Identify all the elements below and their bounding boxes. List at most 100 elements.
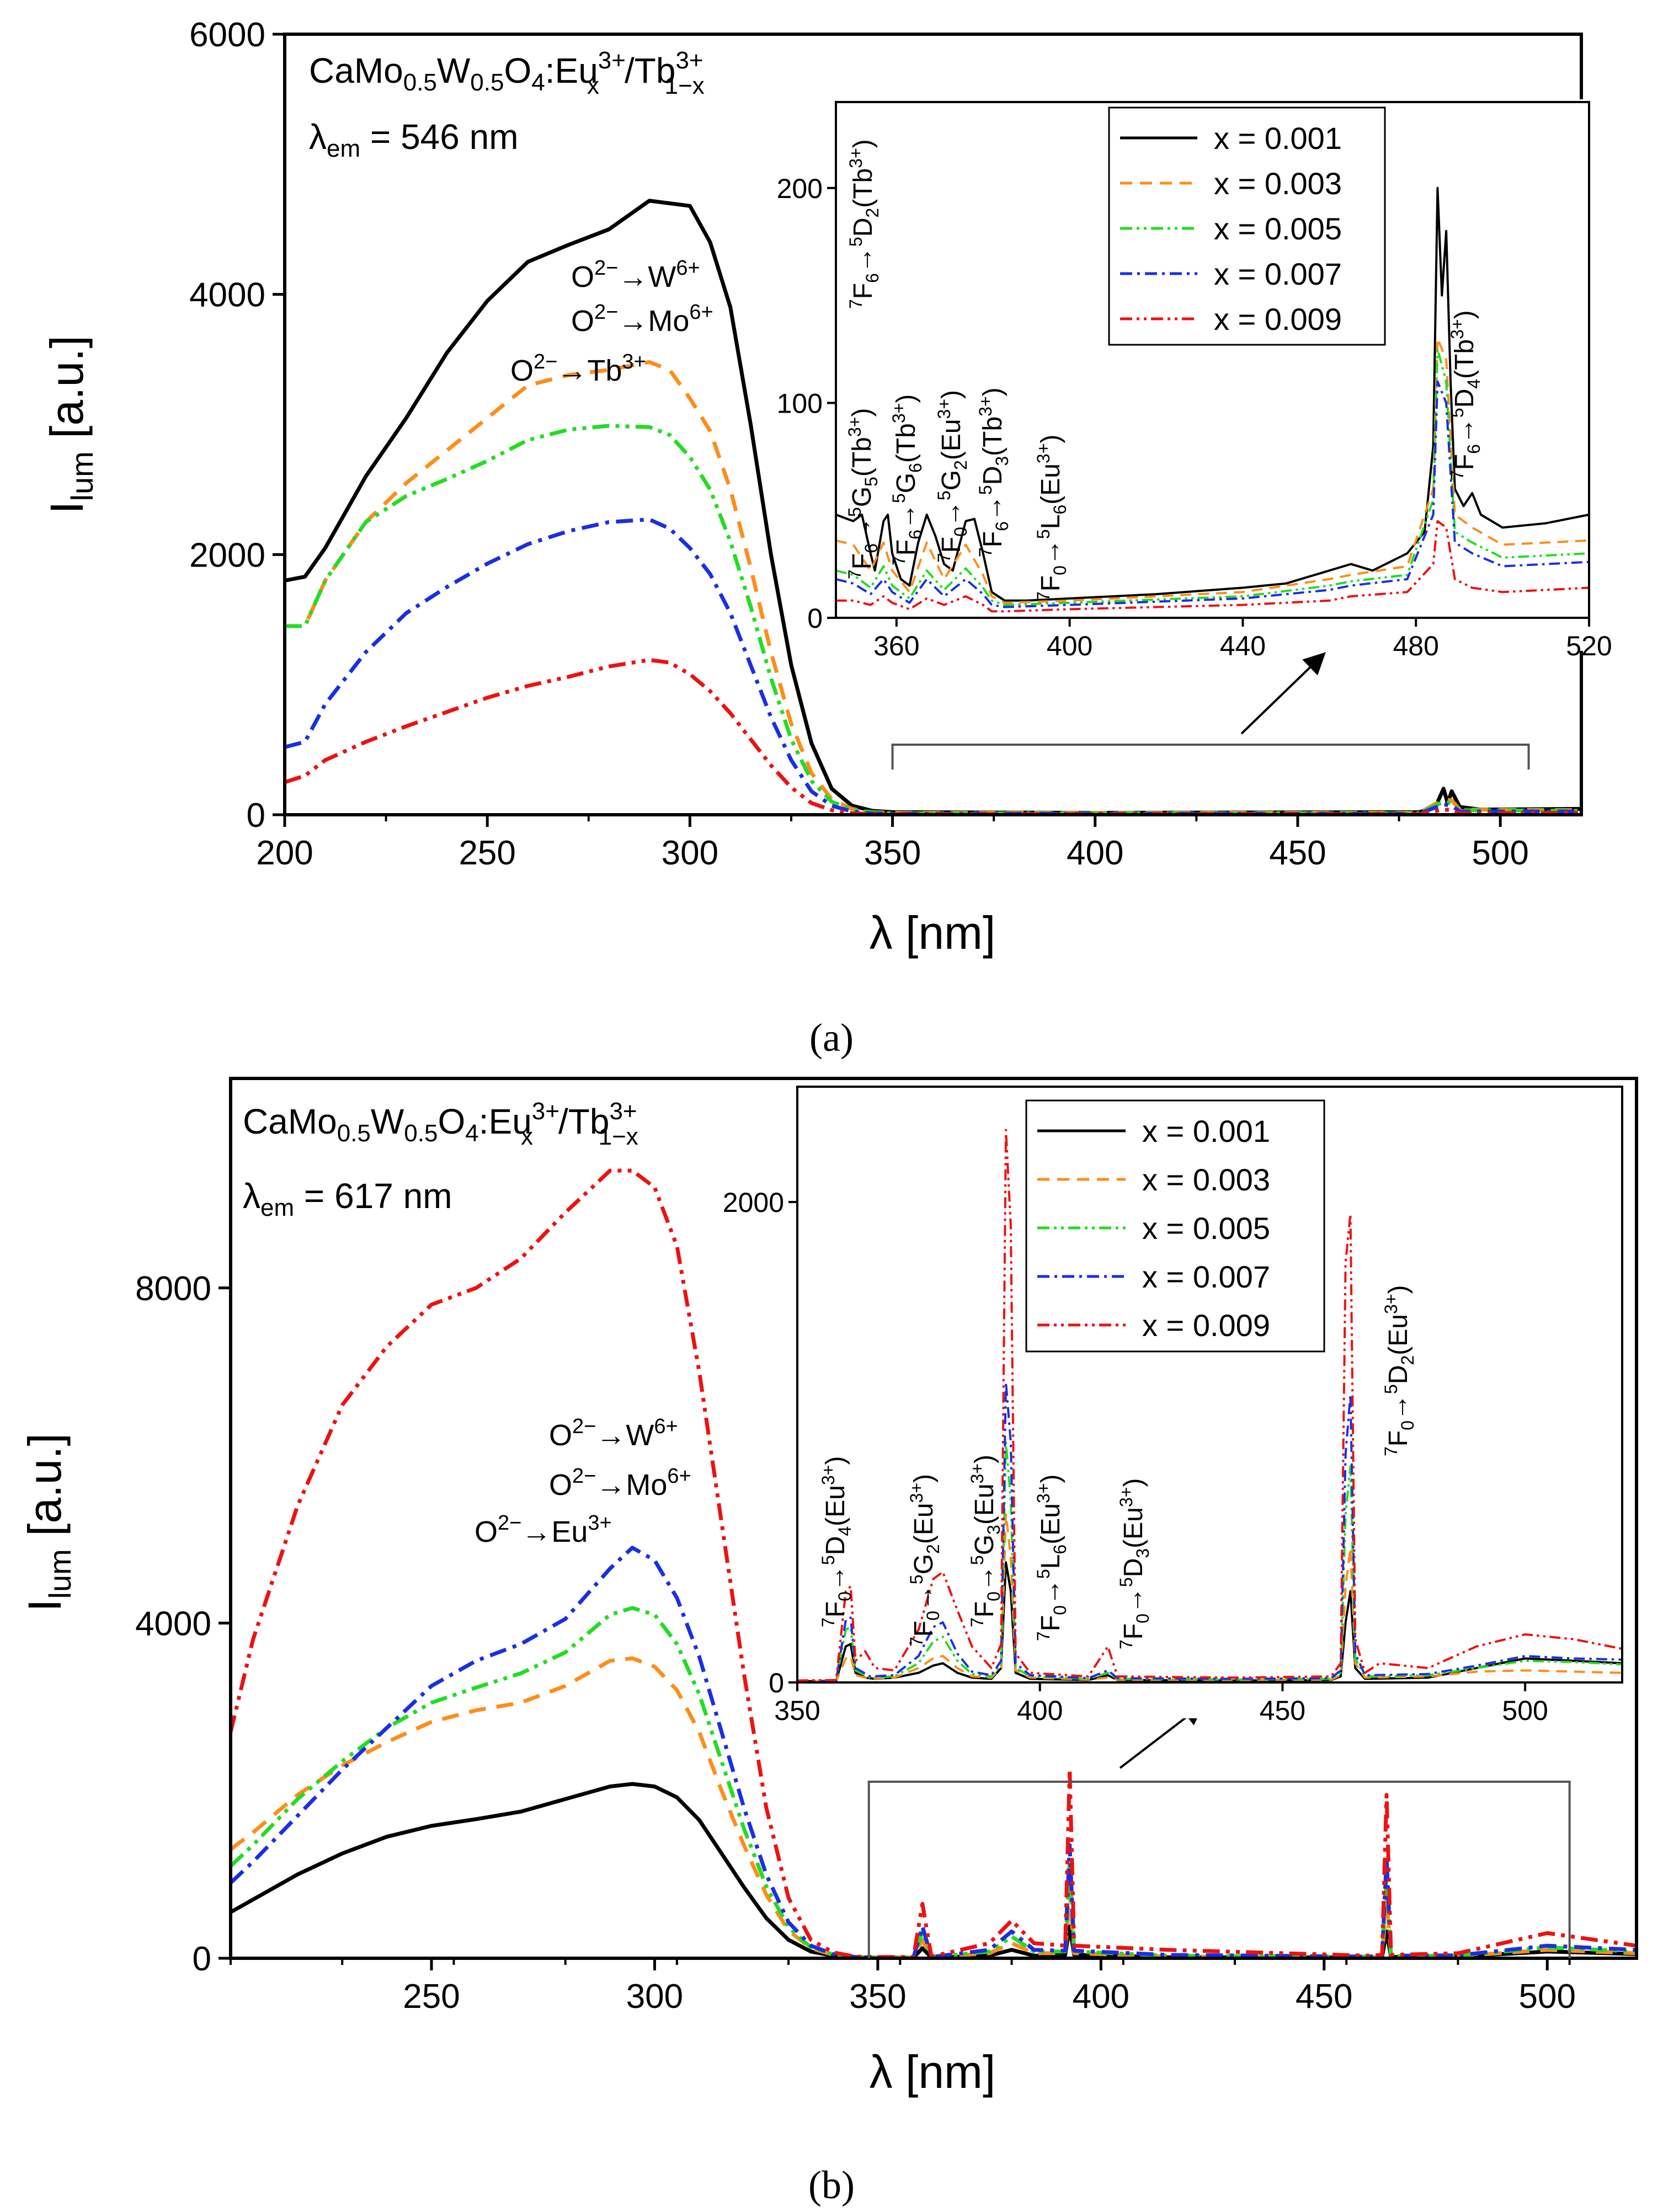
panel-b-inset-xtick-label: 500: [1502, 1695, 1548, 1726]
panel-b-inset-series-5: [797, 1129, 1623, 1682]
panel-b-legend-label-4: x = 0.007: [1142, 1259, 1270, 1294]
panel-b-legend-label-2: x = 0.003: [1142, 1162, 1270, 1197]
panel-a-annotation-mo: O2−→Mo6+: [571, 301, 713, 338]
panel-a-annotation-tb: O2−→Tb3+: [510, 350, 646, 387]
panel-a-ytick-label: 6000: [189, 16, 265, 54]
panel-b-xtick-label: 250: [403, 1978, 460, 2016]
panel-b-annotation-eu: O2−→Eu3+: [475, 1511, 612, 1548]
panel-b-frame: [229, 1077, 1638, 1960]
panel-b-legend-box: [1025, 1099, 1325, 1353]
panel-b-legend-label-5: x = 0.009: [1142, 1308, 1270, 1343]
panel-a-legend-label-4: x = 0.007: [1214, 257, 1342, 291]
panel-a-caption: (a): [809, 1016, 854, 1060]
panel-a-xtick-label: 250: [459, 834, 515, 872]
panel-a-inset: 360 400 440 480 520 0 100 200 7F6→5G5(Tb3+)7F6→…: [777, 99, 1612, 661]
panel-a-legend-label-3: x = 0.005: [1214, 211, 1342, 246]
panel-a-title: CaMo0.5W0.5O4:Eu3+ x/Tb3+ 1−x: [309, 47, 705, 99]
panel-a-ylabel: Ilum [a.u.]: [41, 335, 99, 514]
panel-b-ytick-label: 0: [193, 1940, 211, 1978]
panel-b-inset-transition-5: 7F0→5D3(Eu3+): [1116, 1478, 1153, 1649]
panel-a-inset-frame: [835, 101, 1590, 619]
panel-b-inset-series-4: [797, 1381, 1623, 1682]
panel-a-inset-xtick-label: 400: [1047, 631, 1092, 661]
panel-a-ytick-label: 2000: [189, 536, 265, 574]
panel-b-inset-transition-6: 7F0→5D2(Eu3+): [1381, 1285, 1417, 1456]
panel-a-series-1: [284, 199, 1582, 815]
panel-a-inset-ytick-label: 200: [777, 173, 823, 204]
panel-b-ylabel: Ilum [a.u.]: [19, 1433, 77, 1612]
panel-b-caption: (b): [808, 2163, 855, 2207]
panel-b-series-1: [230, 1782, 1637, 1960]
panel-b-ytick-label: 4000: [135, 1605, 211, 1643]
panel-a-inset-lines: [835, 186, 1590, 613]
panel-b-legend: x = 0.001 x = 0.003 x = 0.005 x = 0.007 x = …: [1025, 1099, 1325, 1353]
panel-b-xtick-label: 350: [849, 1978, 906, 2016]
panel-a-zoom-arrow: [1240, 652, 1326, 735]
panel-a-inset-transitions: 7F6→5G5(Tb3+)7F6→5G6(Tb3+)7F0→5G2(Eu3+)7…: [845, 139, 1484, 601]
panel-a-xtick-label: 400: [1067, 834, 1123, 872]
panel-b-inset-transition-2: 7F0→5G2(Eu3+): [907, 1474, 943, 1647]
panel-a-inset-xtick-label: 480: [1393, 631, 1438, 661]
panel-b-inset-frame: [796, 1086, 1623, 1684]
panel-b-inset-transitions: 7F0→5D4(Eu3+) 7F0→5G2(Eu3+) 7F0→5G3(Eu3+) 7…: [818, 1285, 1417, 1649]
panel-b-inset-transition-1: 7F0→5D4(Eu3+): [818, 1456, 855, 1627]
panel-b-ytick-label: 8000: [135, 1270, 211, 1308]
panel-b-xlabel: λ [nm]: [870, 2046, 996, 2098]
panel-a-inset-series-3: [835, 348, 1590, 606]
panel-a-inset-axes: 360 400 440 480 520 0 100 200: [777, 173, 1612, 661]
panel-b-emission-wavelength: λem = 617 nm: [243, 1176, 452, 1221]
panel-b-inset-ytick-label: 0: [769, 1668, 784, 1698]
panel-b-inset-series-2: [797, 1513, 1623, 1682]
panel-a-inset-series-1: [835, 186, 1590, 602]
panel-b-series-5: [228, 1168, 1637, 1959]
panel-b-inset-lines: [797, 1129, 1623, 1682]
panel-b-inset-axes: 350 400 450 500 0 2000: [723, 1187, 1548, 1726]
panel-b-zoom-bracket: [867, 1781, 1571, 1958]
panel-b-inset-ytick-label: 2000: [723, 1187, 784, 1218]
panel-a-inset-xtick-label: 440: [1220, 631, 1266, 661]
panel-b-legend-label-3: x = 0.005: [1142, 1211, 1270, 1246]
panel-a-xtick-label: 350: [864, 834, 921, 872]
panel-b-xtick-label: 500: [1518, 1978, 1575, 2016]
panel-a-xlabel: λ [nm]: [870, 907, 996, 959]
panel-a-legend-box: [1108, 106, 1386, 346]
panel-a-xtick-label: 200: [256, 834, 313, 872]
panel-a-series-5: [284, 658, 1582, 816]
panel-b-inset-xtick-label: 350: [774, 1695, 820, 1726]
panel-a-annotation-w: O2−→W6+: [571, 257, 700, 293]
panel-a-legend: x = 0.001 x = 0.003 x = 0.005 x = 0.007 x = …: [1108, 106, 1386, 346]
panel-a-inset-series-5: [836, 520, 1590, 613]
panel-a-inset-xtick-label: 520: [1566, 631, 1612, 661]
panel-a-xtick-label: 300: [662, 834, 718, 872]
panel-a-inset-transition-3: 7F0→5G2(Eu3+): [934, 390, 971, 563]
panel-b-title: CaMo0.5W0.5O4:Eu3+ x/Tb3+ 1−x: [243, 1098, 638, 1150]
panel-a-inset-transition-7: 7F6→5D4(Tb3+): [1447, 310, 1484, 480]
panel-a-inset-transition-4: 7F6→5D3(Tb3+): [976, 387, 1012, 557]
panel-a-inset-series-4: [835, 380, 1590, 608]
panel-a-ytick-label: 4000: [189, 276, 265, 314]
panel-a-legend-label-5: x = 0.009: [1214, 302, 1342, 336]
panel-b-legend-label-1: x = 0.001: [1142, 1114, 1270, 1148]
panel-a-inset-transition-2: 7F6→5G6(Tb3+): [889, 394, 925, 565]
panel-a-inset-xtick-label: 360: [873, 631, 919, 661]
panel-a-xtick-label: 450: [1269, 834, 1326, 872]
panel-b-inset-xtick-label: 400: [1017, 1695, 1063, 1726]
panel-a-zoom-bracket: [891, 744, 1530, 770]
panel-a-emission-wavelength: λem = 546 nm: [309, 117, 519, 162]
panel-b-annotation-mo: O2−→Mo6+: [549, 1465, 691, 1502]
panel-b-xtick-label: 300: [626, 1978, 683, 2016]
panel-a-inset-series-2: [835, 337, 1590, 604]
panel-a-inset-ytick-label: 100: [777, 388, 823, 419]
panel-b-inset-xtick-label: 450: [1260, 1695, 1305, 1726]
panel-a-series-3: [285, 424, 1582, 815]
panel-a-inset-ytick-label: 0: [807, 603, 823, 634]
panel-b-xtick-label: 400: [1073, 1978, 1129, 2016]
panel-b-inset: 350 400 450 500 0 2000 7F0→5D4(Eu3+) 7F0→5G2(E…: [723, 1084, 1623, 1726]
panel-a-inset-transition-5: 7F0→5L6(Eu3+): [1033, 435, 1070, 601]
